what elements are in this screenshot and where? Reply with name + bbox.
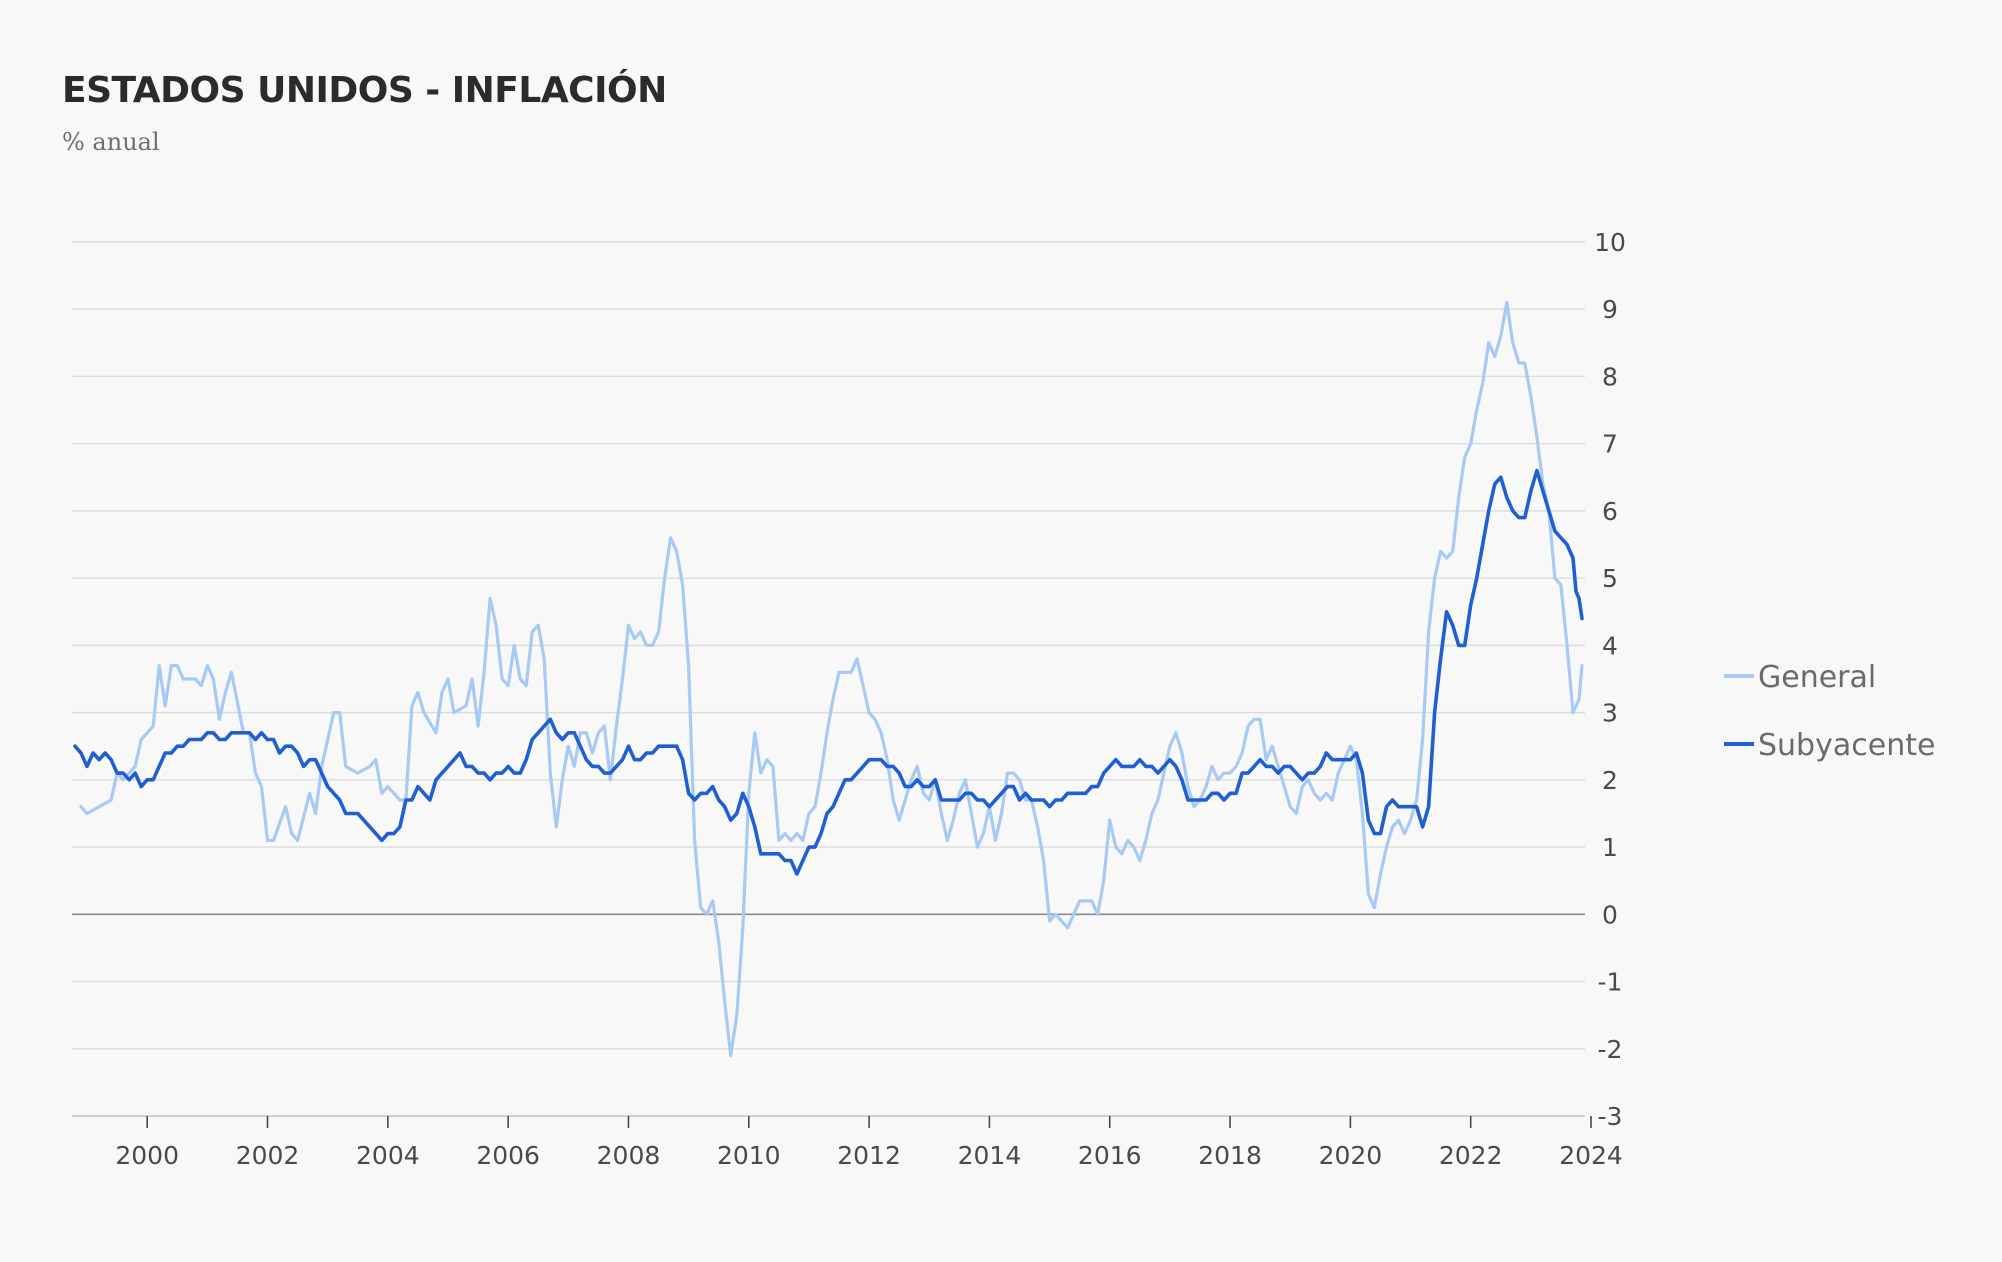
x-tick-label: 2014 bbox=[958, 1141, 1022, 1170]
y-tick-label: -1 bbox=[1598, 968, 1623, 997]
y-tick-label: 9 bbox=[1602, 295, 1618, 324]
y-tick-label: 8 bbox=[1602, 362, 1618, 391]
x-tick-label: 2006 bbox=[476, 1141, 540, 1170]
x-tick-label: 2008 bbox=[597, 1141, 661, 1170]
series-line-general bbox=[79, 300, 1584, 1058]
y-tick-label: -2 bbox=[1598, 1035, 1623, 1064]
y-tick-label: 3 bbox=[1602, 699, 1618, 728]
y-tick-label: 2 bbox=[1602, 766, 1618, 795]
x-axis-ticks: 2000 2002 2004 2006 2008 2010 2012 2014 2016 2018… bbox=[72, 1115, 1623, 1170]
y-tick-label: 10 bbox=[1594, 228, 1626, 257]
chart-title: ESTADOS UNIDOS - INFLACIÓN bbox=[62, 70, 667, 111]
legend-label-subyacente: Subyacente bbox=[1758, 728, 1935, 763]
x-tick-label: 2010 bbox=[717, 1141, 781, 1170]
y-tick-label: 1 bbox=[1602, 833, 1618, 862]
x-tick-label: 2018 bbox=[1198, 1141, 1262, 1170]
y-tick-label: 5 bbox=[1602, 564, 1618, 593]
x-tick-label: 2002 bbox=[236, 1141, 300, 1170]
x-tick-label: 2020 bbox=[1319, 1141, 1383, 1170]
x-tick-label: 2012 bbox=[837, 1141, 901, 1170]
series-lines bbox=[73, 300, 1584, 1058]
y-tick-label: 0 bbox=[1602, 900, 1618, 929]
x-tick-label: 2016 bbox=[1078, 1141, 1142, 1170]
x-tick-label: 2024 bbox=[1559, 1141, 1623, 1170]
series-line-subyacente bbox=[73, 468, 1584, 876]
x-tick-label: 2022 bbox=[1439, 1141, 1503, 1170]
x-tick-label: 2004 bbox=[356, 1141, 420, 1170]
legend-label-general: General bbox=[1758, 660, 1876, 695]
chart-subtitle: % anual bbox=[62, 128, 160, 156]
y-tick-label: -3 bbox=[1598, 1102, 1623, 1131]
gridlines bbox=[72, 241, 1585, 1117]
legend: General Subyacente bbox=[1724, 660, 1935, 763]
y-tick-label: 4 bbox=[1602, 631, 1618, 660]
y-tick-label: 6 bbox=[1602, 497, 1618, 526]
x-tick-label: 2000 bbox=[115, 1141, 179, 1170]
y-tick-label: 7 bbox=[1602, 430, 1618, 459]
